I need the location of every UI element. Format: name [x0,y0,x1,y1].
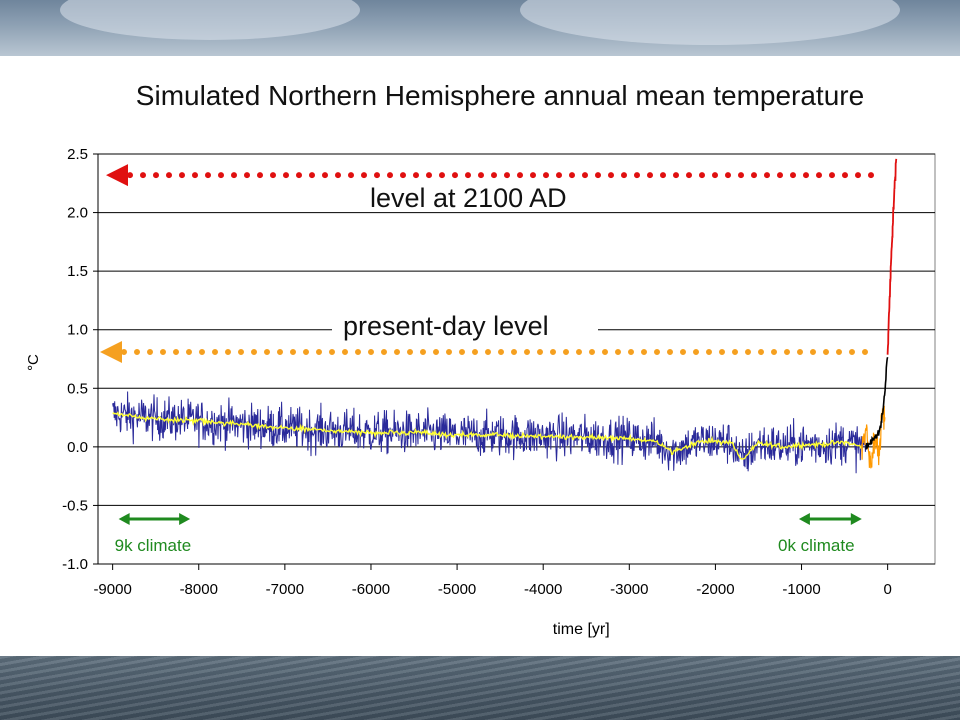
x-tick-label: -9000 [93,581,131,598]
x-tick-label: -2000 [696,581,734,598]
y-tick-label: 2.5 [67,146,88,163]
y-tick-label: 1.5 [67,263,88,280]
climate-9k-arrowhead-left [118,513,130,525]
climate-0k-label-background [776,533,884,555]
y-tick-label: 0.5 [67,380,88,397]
series-smoothed-line [112,411,863,460]
climate-9k-label-background [112,533,221,555]
x-tick-label: 0 [883,581,891,598]
series-observed-line [865,357,889,450]
slide-title: Simulated Northern Hemisphere annual mea… [135,80,865,111]
level-2100-label: level at 2100 AD [370,183,567,213]
y-axis-label: °C [25,354,42,371]
x-tick-label: -1000 [782,581,820,598]
chart-series [112,158,898,474]
x-tick-label: -4000 [524,581,562,598]
climate-0k-arrowhead-left [798,513,810,525]
climate-9k-label: 9k climate [115,536,192,555]
sky-photo-background [0,0,960,56]
x-tick-label: -3000 [610,581,648,598]
y-tick-label: 1.0 [67,322,88,339]
level-2100-arrowhead [106,164,128,187]
x-tick-label: -7000 [266,581,304,598]
y-tick-label: 0.0 [67,439,88,456]
present-level-arrowhead [100,340,122,363]
y-tick-label: 2.0 [67,205,88,222]
climate-0k-label: 0k climate [778,536,855,555]
x-tick-label: -6000 [352,581,390,598]
y-tick-label: -1.0 [62,556,88,573]
sea-photo-background [0,656,960,720]
present-level-label: present-day level [343,311,549,341]
plot-area [97,153,936,565]
x-tick-label: -5000 [438,581,476,598]
chart-axes: -1.0 -0.5 0.0 0.5 1.0 1.5 2.0 2.5 -9000 -8000 -700… [25,146,935,638]
climate-0k-arrowhead-right [850,513,862,525]
series-projection-line [886,158,898,355]
y-tick-label: -0.5 [62,497,88,514]
climate-9k-arrowhead-right [179,513,191,525]
x-axis-label: time [yr] [553,621,610,638]
chart-grid [97,153,936,565]
chart-annotations: level at 2100 AD present-day level 9k clim… [100,164,884,555]
present-level-label-background [332,305,598,342]
x-tick-label: -8000 [180,581,218,598]
